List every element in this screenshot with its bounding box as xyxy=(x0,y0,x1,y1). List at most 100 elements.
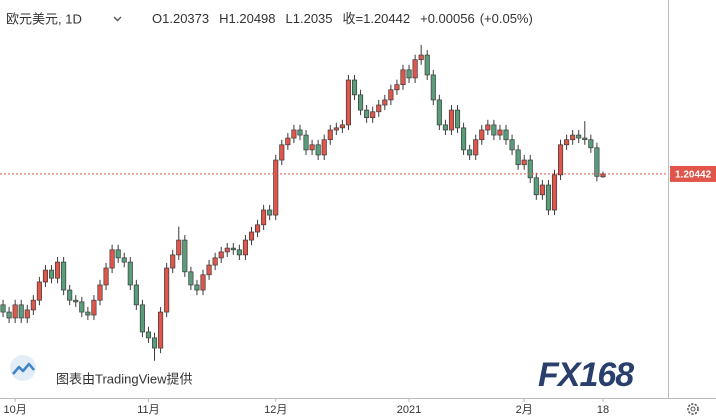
candle-body xyxy=(448,109,455,131)
candle-body xyxy=(327,129,333,141)
candle-body xyxy=(436,99,442,126)
candle-body xyxy=(24,309,30,319)
candle-body xyxy=(303,134,309,151)
x-tick-label: 10月 xyxy=(4,404,27,416)
candle-body xyxy=(212,257,218,266)
candle-body xyxy=(576,134,582,139)
candle-body xyxy=(497,129,503,136)
candle-body xyxy=(339,124,345,129)
interval-chevron[interactable] xyxy=(113,16,122,22)
candle-body xyxy=(61,261,67,291)
candle-body xyxy=(551,174,558,211)
ohlc-value: 1.2035 xyxy=(293,11,333,26)
candle-body xyxy=(479,129,485,141)
candle-body xyxy=(394,84,400,91)
candle-body xyxy=(388,89,394,101)
candle-body xyxy=(485,124,491,131)
candle-body xyxy=(85,311,91,316)
candle-body xyxy=(412,59,418,79)
candle-body xyxy=(309,144,315,151)
candle-body xyxy=(491,124,497,136)
candle-body xyxy=(127,261,133,286)
settings-icon[interactable] xyxy=(687,403,699,415)
candle-body xyxy=(582,137,588,141)
candle-body xyxy=(121,257,127,263)
candle-body xyxy=(224,247,230,253)
candle-body xyxy=(382,99,388,106)
candle-body xyxy=(315,144,321,156)
candle-body xyxy=(200,274,206,291)
candle-body xyxy=(588,139,594,149)
candle-body xyxy=(345,79,352,126)
candle-body xyxy=(67,289,73,301)
candle-body xyxy=(206,264,212,276)
candle-body xyxy=(285,137,291,146)
ohlc-values: O1.20373 H1.20498 L1.2035 收=1.20442 +0.00056… xyxy=(152,11,533,26)
candle-body xyxy=(103,267,109,286)
candle-body xyxy=(133,284,139,306)
candle-body xyxy=(255,224,261,233)
candle-body xyxy=(279,144,285,161)
candle-body xyxy=(261,209,267,226)
candle-body xyxy=(36,281,42,301)
candle-body xyxy=(400,69,406,86)
candle-body xyxy=(267,209,273,216)
candle-body xyxy=(473,139,479,156)
candle-body xyxy=(418,54,424,61)
candle-body xyxy=(297,129,303,136)
ohlc-label: 收= xyxy=(343,11,364,26)
ohlc-value: 1.20442 xyxy=(363,11,410,26)
candle-body xyxy=(430,74,436,101)
candle-body xyxy=(594,147,600,177)
x-tick-label: 2021 xyxy=(397,404,421,416)
candle-body xyxy=(358,94,364,111)
x-tick-label: 2月 xyxy=(516,404,533,416)
candle-body xyxy=(564,139,570,146)
candle-body xyxy=(139,304,145,333)
candle-body xyxy=(364,109,370,119)
x-tick-label: 12月 xyxy=(264,404,287,416)
last-price-tag xyxy=(670,165,716,182)
last-price-label: 1.20442 xyxy=(675,170,712,181)
candle-body xyxy=(145,331,152,339)
candle-body xyxy=(109,249,115,269)
candle-body xyxy=(570,134,576,141)
tv-logo xyxy=(10,355,36,381)
ohlc-label: L xyxy=(286,11,293,26)
candle-body xyxy=(539,184,545,196)
candle-body xyxy=(321,139,327,156)
candle-body xyxy=(91,299,97,316)
candle-body xyxy=(194,284,200,291)
candle-body xyxy=(151,337,158,349)
candle-body xyxy=(12,304,18,319)
candle-body xyxy=(158,311,164,349)
candle-body xyxy=(230,247,236,251)
candle-body xyxy=(42,269,49,283)
candle-body xyxy=(461,127,467,151)
ohlc-label: H xyxy=(219,11,228,26)
candle-body xyxy=(533,177,539,196)
candle-body xyxy=(97,284,103,301)
candle-body xyxy=(55,261,61,279)
candle-body xyxy=(6,311,12,319)
candle-body xyxy=(115,249,121,259)
ohlc-value: 1.20498 xyxy=(229,11,276,26)
watermark: FX168 xyxy=(538,356,634,394)
candle-body xyxy=(545,184,551,211)
candle-body xyxy=(218,251,224,259)
candle-body xyxy=(273,159,279,216)
candle-body xyxy=(236,249,242,256)
candle-body xyxy=(509,139,515,151)
candle-body xyxy=(18,304,24,319)
candle-body xyxy=(182,239,188,273)
chart-title: 欧元美元, 1D xyxy=(6,11,82,26)
candle-body xyxy=(454,109,461,129)
candle-body xyxy=(424,54,430,76)
candle-body xyxy=(73,299,79,303)
candle-body xyxy=(170,254,176,269)
candle-body xyxy=(176,239,182,256)
candle-body xyxy=(248,231,255,241)
candle-body xyxy=(164,267,170,313)
